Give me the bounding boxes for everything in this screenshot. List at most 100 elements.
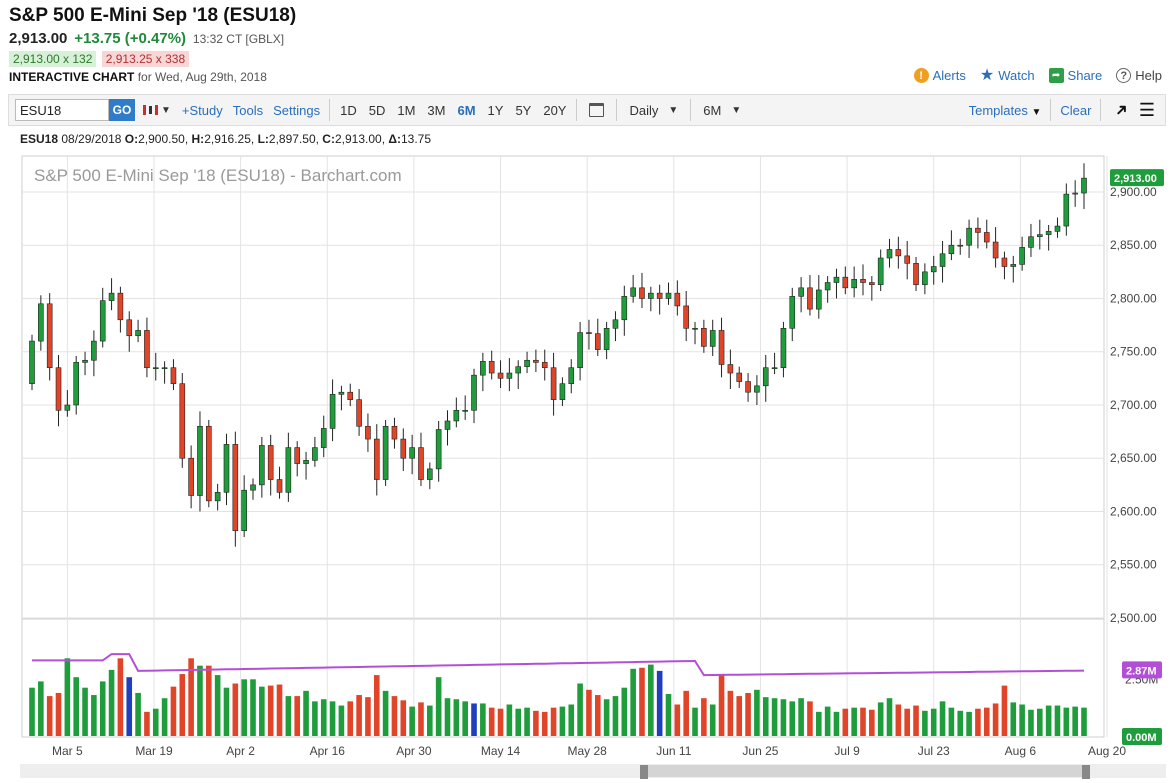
candle-body	[73, 362, 80, 406]
scroll-handle-left[interactable]	[640, 765, 648, 779]
volume-bar	[701, 698, 707, 736]
interval-dropdown[interactable]: Daily ▼	[621, 103, 686, 118]
candle-body	[152, 367, 159, 370]
ohlc-symbol: ESU18	[20, 132, 59, 146]
chart-scrollbar[interactable]	[20, 764, 1166, 779]
volume-bar	[683, 690, 689, 736]
volume-bar	[815, 711, 822, 736]
volume-bar	[241, 679, 247, 736]
study-button[interactable]: +Study	[181, 102, 223, 118]
go-button[interactable]: GO	[109, 99, 135, 121]
volume-bar	[73, 677, 80, 736]
menu-icon[interactable]: ☰	[1138, 99, 1155, 120]
alerts-label: Alerts	[932, 68, 966, 83]
period-button-5d[interactable]: 5D	[368, 102, 386, 118]
chart-type-icon[interactable]: ▼	[143, 105, 171, 116]
volume-bar	[621, 687, 628, 736]
candle-body	[338, 391, 345, 395]
candle-body	[320, 428, 327, 448]
candle-body	[524, 359, 530, 367]
volume-bar	[612, 696, 619, 736]
volume-bar	[754, 689, 760, 736]
candle-body	[762, 367, 769, 387]
period-button-1m[interactable]: 1M	[397, 102, 416, 118]
scroll-thumb[interactable]	[640, 765, 1090, 779]
candle-body	[161, 367, 168, 370]
candle-body	[665, 292, 672, 299]
x-tick-label: Jul 23	[918, 744, 950, 758]
settings-button[interactable]: Settings	[273, 102, 321, 118]
bid-ask: 2,913.00 x 132 2,913.25 x 338	[9, 51, 191, 67]
period-button-3m[interactable]: 3M	[427, 102, 446, 118]
volume-bar	[188, 658, 194, 736]
volume-bar	[922, 710, 928, 736]
candle-body	[939, 253, 946, 267]
share-icon: ➦	[1048, 68, 1064, 83]
tools-button[interactable]: Tools	[232, 102, 264, 118]
volume-bar	[206, 665, 212, 736]
period-button-1y[interactable]: 1Y	[487, 102, 504, 118]
candle-body	[29, 340, 35, 384]
volume-bar	[1054, 705, 1061, 736]
share-link[interactable]: ➦ Share	[1048, 68, 1102, 83]
volume-bar	[99, 681, 106, 736]
ohlc-readout: ESU18 08/29/2018 O:2,900.50, H:2,916.25,…	[20, 132, 432, 146]
volume-bar	[639, 667, 645, 736]
templates-dropdown[interactable]: Templates ▼	[964, 103, 1047, 118]
help-label: Help	[1135, 68, 1162, 83]
candle-body	[409, 447, 415, 459]
toolbar-divider	[576, 99, 578, 121]
volume-bar	[798, 698, 804, 736]
candle-body	[798, 287, 804, 297]
volume-bar	[577, 683, 583, 736]
alerts-link[interactable]: ! Alerts	[913, 68, 966, 83]
candle-body	[214, 492, 221, 502]
candle-body	[400, 438, 407, 459]
help-link[interactable]: ? Help	[1116, 68, 1162, 83]
price-chart[interactable]: S&P 500 E-Mini Sep '18 (ESU18) - Barchar…	[0, 152, 1174, 762]
ohlc-date: 08/29/2018	[61, 132, 122, 146]
y-tick-label: 2,800.00	[1110, 291, 1157, 305]
period-button-5y[interactable]: 5Y	[515, 102, 532, 118]
volume-bar	[983, 707, 990, 736]
interval-value: Daily	[629, 102, 659, 118]
chart-date: for Wed, Aug 29th, 2018	[137, 70, 267, 84]
volume-bar	[789, 701, 796, 736]
last-price-badge	[1110, 169, 1164, 187]
alert-icon: !	[913, 68, 929, 83]
volume-bar	[382, 690, 389, 736]
volume-bar	[506, 704, 513, 736]
candle-body	[91, 340, 97, 361]
clear-button[interactable]: Clear	[1060, 102, 1092, 118]
x-tick-label: Aug 6	[1005, 744, 1037, 758]
candle-body	[656, 292, 663, 299]
candle-body	[418, 447, 424, 480]
volume-bar	[762, 697, 769, 736]
calendar-icon[interactable]	[589, 103, 605, 117]
y-tick-label: 2,750.00	[1110, 345, 1157, 359]
volume-bar	[559, 706, 566, 736]
candle-body	[948, 244, 955, 255]
candle-body	[533, 359, 539, 363]
volume-bar	[992, 703, 999, 736]
volume-bar	[356, 695, 362, 736]
candle-body	[373, 438, 380, 480]
period-button-6m[interactable]: 6M	[457, 102, 476, 118]
symbol-input[interactable]	[15, 99, 109, 121]
volume-bar	[550, 707, 557, 736]
expand-arrow-icon[interactable]: ➜	[1111, 99, 1134, 122]
oi-badge-text: 2.87M	[1126, 665, 1157, 677]
quote-line: 2,913.00 +13.75 (+0.47%) 13:32 CT [GBLX]	[9, 30, 284, 47]
chart-title: S&P 500 E-Mini Sep '18 (ESU18) - Barchar…	[34, 166, 402, 185]
open-interest-line	[32, 653, 1085, 677]
candle-body	[126, 319, 133, 337]
range-dropdown[interactable]: 6M ▼	[695, 103, 749, 118]
volume-bar	[170, 686, 177, 736]
scroll-handle-right[interactable]	[1082, 765, 1090, 779]
candle-body	[754, 385, 760, 393]
period-button-1d[interactable]: 1D	[340, 102, 357, 118]
volume-bar	[329, 701, 336, 736]
watch-link[interactable]: ★ Watch	[980, 67, 1035, 83]
volume-bar	[179, 674, 186, 736]
period-button-20y[interactable]: 20Y	[543, 102, 567, 118]
